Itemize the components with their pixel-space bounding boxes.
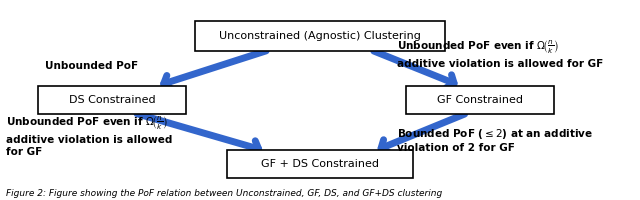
Text: Unbounded PoF: Unbounded PoF <box>45 61 138 71</box>
Text: DS Constrained: DS Constrained <box>68 95 156 105</box>
FancyBboxPatch shape <box>227 150 413 178</box>
Text: Figure 2: Figure showing the PoF relation between Unconstrained, GF, DS, and GF+: Figure 2: Figure showing the PoF relatio… <box>6 189 443 198</box>
Text: GF + DS Constrained: GF + DS Constrained <box>261 159 379 169</box>
FancyBboxPatch shape <box>406 86 554 114</box>
Text: Bounded PoF ($\leq 2$) at an additive
violation of 2 for GF: Bounded PoF ($\leq 2$) at an additive vi… <box>397 127 593 153</box>
FancyBboxPatch shape <box>38 86 186 114</box>
Text: GF Constrained: GF Constrained <box>437 95 523 105</box>
Text: Unconstrained (Agnostic) Clustering: Unconstrained (Agnostic) Clustering <box>219 31 421 41</box>
Text: Unbounded PoF even if $\Omega\!\left(\frac{n}{k}\right)$
additive violation is a: Unbounded PoF even if $\Omega\!\left(\fr… <box>6 115 173 157</box>
Text: Unbounded PoF even if $\Omega\!\left(\frac{n}{k}\right)$
additive violation is a: Unbounded PoF even if $\Omega\!\left(\fr… <box>397 39 603 69</box>
FancyBboxPatch shape <box>195 21 445 51</box>
